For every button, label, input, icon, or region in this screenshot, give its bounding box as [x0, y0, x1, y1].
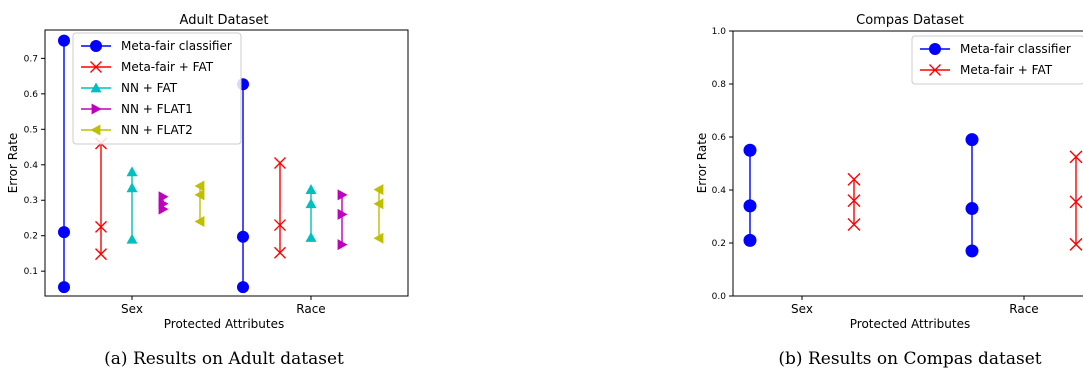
compas-y-axis-label: Error Rate: [695, 133, 709, 194]
data-point: [847, 217, 861, 231]
legend-label: NN + FLAT2: [121, 123, 193, 137]
data-point: [95, 220, 107, 233]
legend-box: [911, 35, 1083, 85]
data-point: [305, 231, 317, 242]
x-tick-label: Race: [1009, 302, 1038, 316]
adult-legend: Meta-fair classifier Meta-fair + FAT NN + …: [72, 32, 242, 145]
legend-marker: [90, 82, 102, 93]
legend-marker: [90, 40, 102, 52]
data-point: [95, 248, 107, 261]
legend-label: Meta-fair + FAT: [960, 63, 1053, 77]
adult-chart-panel: Adult Dataset 0.1 0.2 0.3 0.4 0.5 0.6 0.7 Sex R…: [6, 13, 409, 369]
data-point: [373, 198, 384, 210]
legend-marker: [929, 64, 941, 76]
legend-label: NN + FAT: [121, 81, 178, 95]
data-point: [373, 232, 384, 244]
x-tick-label: Race: [296, 302, 325, 316]
adult-y-ticks: 0.1 0.2 0.3 0.4 0.5 0.6 0.7: [24, 54, 45, 277]
data-point: [237, 230, 249, 243]
adult-y-axis-label: Error Rate: [6, 133, 20, 194]
legend-marker: [929, 43, 941, 55]
legend-label: Meta-fair classifier: [121, 39, 232, 53]
y-tick-label: 0.4: [712, 186, 727, 196]
x-tick-label: Sex: [121, 302, 143, 316]
adult-x-ticks: Sex Race: [121, 296, 326, 316]
data-point: [847, 172, 861, 186]
data-point: [126, 233, 138, 244]
y-tick-label: 1.0: [712, 27, 727, 37]
compas-plot-frame: [732, 30, 1083, 297]
data-point: [158, 191, 169, 203]
y-tick-label: 0.6: [24, 90, 39, 100]
data-point: [194, 180, 205, 192]
data-point: [965, 244, 979, 258]
data-point: [337, 189, 348, 201]
compas-chart-panel: Compas Dataset 0.0 0.2 0.4 0.6 0.8 1.0 Sex Rac…: [695, 13, 1083, 369]
data-point: [274, 246, 286, 259]
data-point: [305, 184, 317, 194]
adult-x-axis-label: Protected Attributes: [164, 317, 284, 331]
adult-data-marks: [58, 34, 384, 294]
data-point: [743, 233, 757, 247]
y-tick-label: 0.8: [712, 80, 727, 90]
compas-data-marks: [743, 133, 1083, 258]
data-point: [194, 189, 205, 201]
compas-y-ticks: 0.0 0.2 0.4 0.6 0.8 1.0: [712, 27, 733, 302]
legend-marker: [90, 61, 102, 73]
y-tick-label: 0.2: [712, 239, 726, 249]
data-point: [305, 198, 317, 209]
data-point: [1069, 150, 1083, 164]
adult-caption: (a) Results on Adult dataset: [104, 349, 344, 369]
adult-chart-title: Adult Dataset: [180, 13, 269, 28]
data-point: [274, 219, 286, 232]
legend-box: [72, 32, 242, 145]
legend-label: Meta-fair + FAT: [121, 60, 214, 74]
data-point: [1069, 237, 1083, 251]
data-point: [965, 133, 979, 147]
compas-x-ticks: Sex Race: [791, 296, 1039, 316]
legend-label: Meta-fair classifier: [960, 42, 1071, 56]
legend-marker: [91, 103, 102, 115]
data-point: [194, 216, 205, 228]
compas-legend: Meta-fair classifier Meta-fair + FAT: [911, 35, 1083, 85]
y-tick-label: 0.5: [24, 125, 38, 135]
compas-chart-title: Compas Dataset: [856, 13, 964, 28]
data-point: [237, 281, 249, 294]
data-point: [58, 34, 70, 47]
y-tick-label: 0.6: [712, 133, 727, 143]
y-tick-label: 0.2: [24, 232, 38, 242]
data-point: [743, 199, 757, 213]
y-tick-label: 0.1: [24, 267, 38, 277]
y-tick-label: 0.0: [712, 292, 727, 302]
compas-caption: (b) Results on Compas dataset: [778, 349, 1041, 369]
legend-marker: [90, 124, 101, 136]
data-point: [337, 208, 348, 220]
x-tick-label: Sex: [791, 302, 813, 316]
data-point: [158, 198, 169, 210]
data-point: [965, 202, 979, 216]
data-point: [58, 281, 70, 294]
data-point: [274, 157, 286, 169]
data-point: [126, 182, 138, 193]
y-tick-label: 0.3: [24, 196, 38, 206]
data-point: [337, 239, 348, 251]
y-tick-label: 0.4: [24, 161, 39, 171]
compas-x-axis-label: Protected Attributes: [850, 317, 970, 331]
data-point: [847, 194, 861, 208]
data-point: [743, 143, 757, 157]
data-point: [58, 226, 70, 239]
legend-label: NN + FLAT1: [121, 102, 193, 116]
y-tick-label: 0.7: [24, 54, 38, 64]
data-point: [126, 166, 138, 177]
adult-plot-frame: [44, 29, 409, 297]
data-point: [373, 184, 384, 196]
data-point: [1069, 195, 1083, 209]
